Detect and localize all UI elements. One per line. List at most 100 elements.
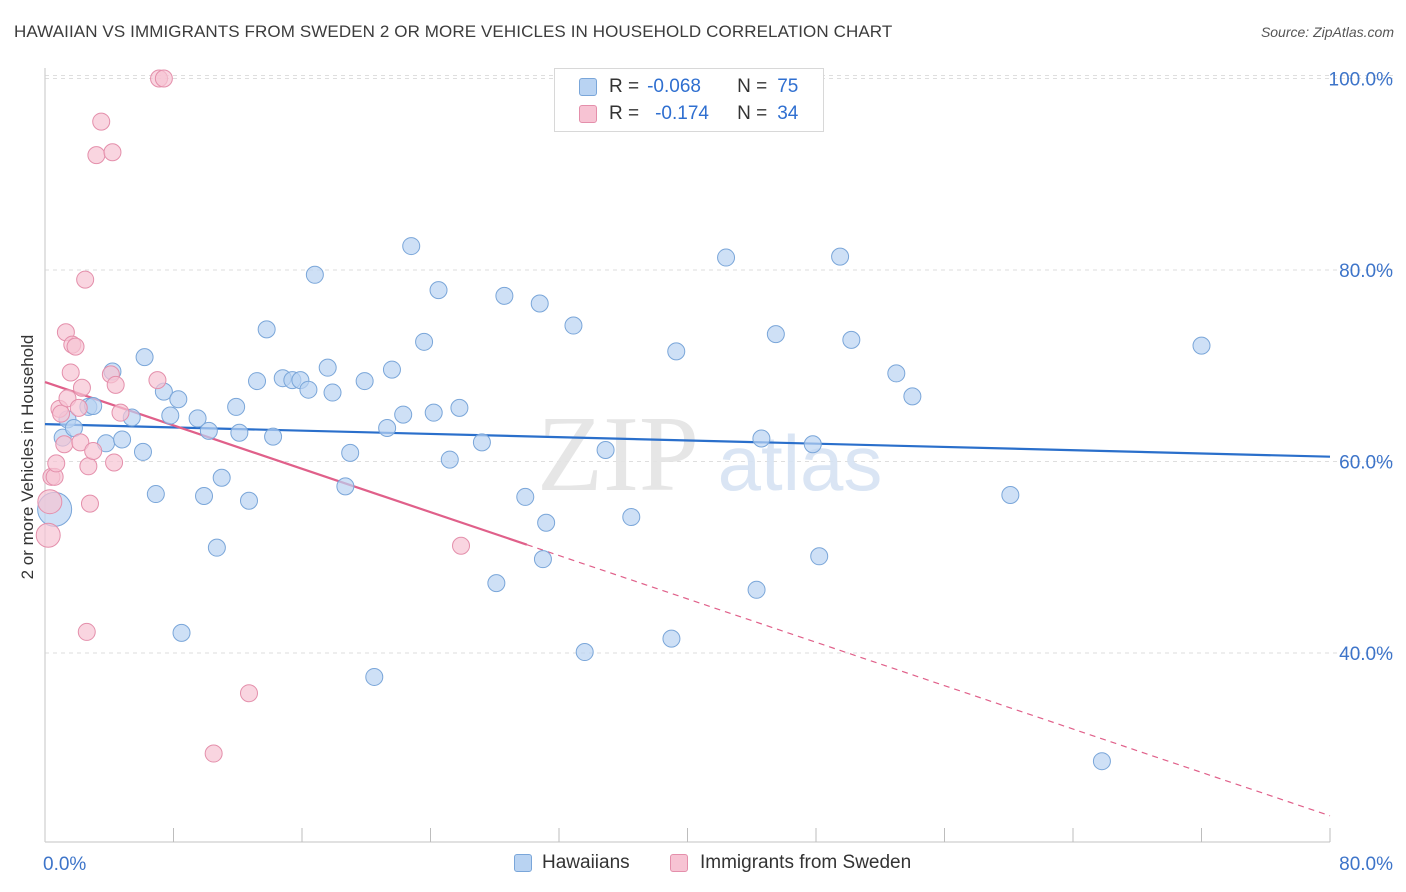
hawaiians-trend-line — [44, 423, 1331, 458]
y-tick-label: 60.0% — [1339, 453, 1393, 474]
hawaiians-point — [662, 629, 681, 648]
hawaiians-point — [803, 435, 822, 454]
sweden-point — [47, 454, 66, 473]
y-tick-label: 40.0% — [1339, 644, 1393, 665]
legend-swatch-blue — [579, 78, 597, 96]
hawaiians-point — [1192, 336, 1211, 355]
hawaiians-point — [382, 360, 401, 379]
sweden-point — [80, 494, 99, 513]
source-credit: Source: ZipAtlas.com — [1260, 24, 1394, 40]
hawaiians-point — [747, 580, 766, 599]
hawaiians-point — [887, 364, 906, 383]
axes — [44, 68, 1331, 843]
hawaiians-point — [575, 643, 594, 662]
hawaiians-point — [487, 574, 506, 593]
sweden-point — [71, 433, 90, 452]
hawaiians-point — [146, 485, 165, 504]
hawaiians-point — [622, 508, 641, 527]
hawaiians-point — [394, 405, 413, 424]
x-tick-label: 80.0% — [1339, 854, 1393, 875]
bottom-legend-label: Immigrants from Sweden — [700, 852, 912, 873]
hawaiians-point — [169, 390, 188, 409]
hawaiians-point — [365, 667, 384, 686]
sweden-point — [35, 522, 61, 548]
hawaiians-point — [667, 342, 686, 361]
y-tick-label: 100.0% — [1329, 70, 1394, 91]
hawaiians-point — [495, 286, 514, 305]
bottom-legend-swatch-blue — [514, 854, 532, 872]
hawaiians-point — [299, 380, 318, 399]
sweden-point — [72, 378, 91, 397]
sweden-point — [79, 457, 98, 476]
sweden-point — [61, 363, 80, 382]
legend-n-label: N = — [737, 76, 768, 97]
watermark-zip: ZIP — [537, 395, 699, 514]
sweden-point — [87, 146, 106, 165]
hawaiians-point — [424, 403, 443, 422]
sweden-point — [66, 337, 85, 356]
hawaiians-point — [195, 486, 214, 505]
sweden-point — [84, 441, 103, 460]
hawaiians-point — [135, 348, 154, 367]
hawaiians-point — [766, 325, 785, 344]
legend-n-value: 34 — [777, 103, 799, 124]
legend-row-hawaiians: R = -0.068 N = 75 — [579, 74, 798, 100]
hawaiians-point — [305, 265, 324, 284]
hawaiians-point — [903, 387, 922, 406]
sweden-point — [103, 143, 122, 162]
hawaiians-point — [1092, 752, 1111, 771]
sweden-point — [37, 489, 63, 515]
hawaiians-point — [264, 427, 283, 446]
hawaiians-point — [248, 372, 267, 391]
sweden-point — [55, 435, 74, 454]
y-tick-label: 80.0% — [1339, 261, 1393, 282]
hawaiians-point — [402, 237, 421, 256]
bottom-legend-swatch-pink — [670, 854, 688, 872]
hawaiians-point — [341, 443, 360, 462]
sweden-point — [92, 112, 111, 131]
hawaiians-point — [257, 320, 276, 339]
hawaiians-point — [323, 383, 342, 402]
bottom-legend-hawaiians: Hawaiians — [514, 852, 630, 874]
watermark-atlas: atlas — [718, 419, 883, 507]
hawaiians-point — [450, 398, 469, 417]
hawaiians-point — [752, 429, 771, 448]
hawaiians-point — [842, 330, 861, 349]
legend-r-value: -0.068 — [647, 76, 701, 97]
hawaiians-point — [133, 442, 152, 461]
hawaiians-point — [537, 513, 556, 532]
hawaiians-point — [596, 441, 615, 460]
hawaiians-point — [516, 487, 535, 506]
hawaiians-point — [1001, 486, 1020, 505]
hawaiians-point — [207, 538, 226, 557]
x-tick-label: 0.0% — [43, 854, 86, 875]
gridlines — [45, 75, 1395, 654]
hawaiians-point — [172, 623, 191, 642]
legend-row-sweden: R = -0.174 N = 34 — [579, 101, 798, 127]
hawaiians-point — [429, 281, 448, 300]
legend-n-value: 75 — [777, 76, 799, 97]
chart-title: HAWAIIAN VS IMMIGRANTS FROM SWEDEN 2 OR … — [14, 22, 893, 41]
hawaiians-point — [212, 468, 231, 487]
hawaiians-point — [336, 477, 355, 496]
hawaiians-point — [717, 248, 736, 267]
points — [35, 69, 1211, 771]
legend-r-label: R = — [609, 103, 640, 124]
sweden-point — [77, 622, 96, 641]
hawaiians-point — [230, 423, 249, 442]
sweden-point — [452, 536, 471, 555]
legend-swatch-pink — [579, 105, 597, 123]
legend-r-label: R = — [609, 76, 640, 97]
bottom-legend-label: Hawaiians — [542, 852, 630, 873]
hawaiians-point — [810, 547, 829, 566]
sweden-point — [148, 371, 167, 390]
hawaiians-point — [533, 550, 552, 569]
hawaiians-point — [378, 418, 397, 437]
correlation-legend: R = -0.068 N = 75 R = -0.174 N = 34 — [554, 68, 824, 132]
hawaiians-point — [227, 397, 246, 416]
hawaiians-point — [199, 421, 218, 440]
bottom-legend-sweden: Immigrants from Sweden — [670, 852, 911, 874]
hawaiians-point — [113, 430, 132, 449]
hawaiians-point — [188, 409, 207, 428]
sweden-point — [106, 375, 125, 394]
